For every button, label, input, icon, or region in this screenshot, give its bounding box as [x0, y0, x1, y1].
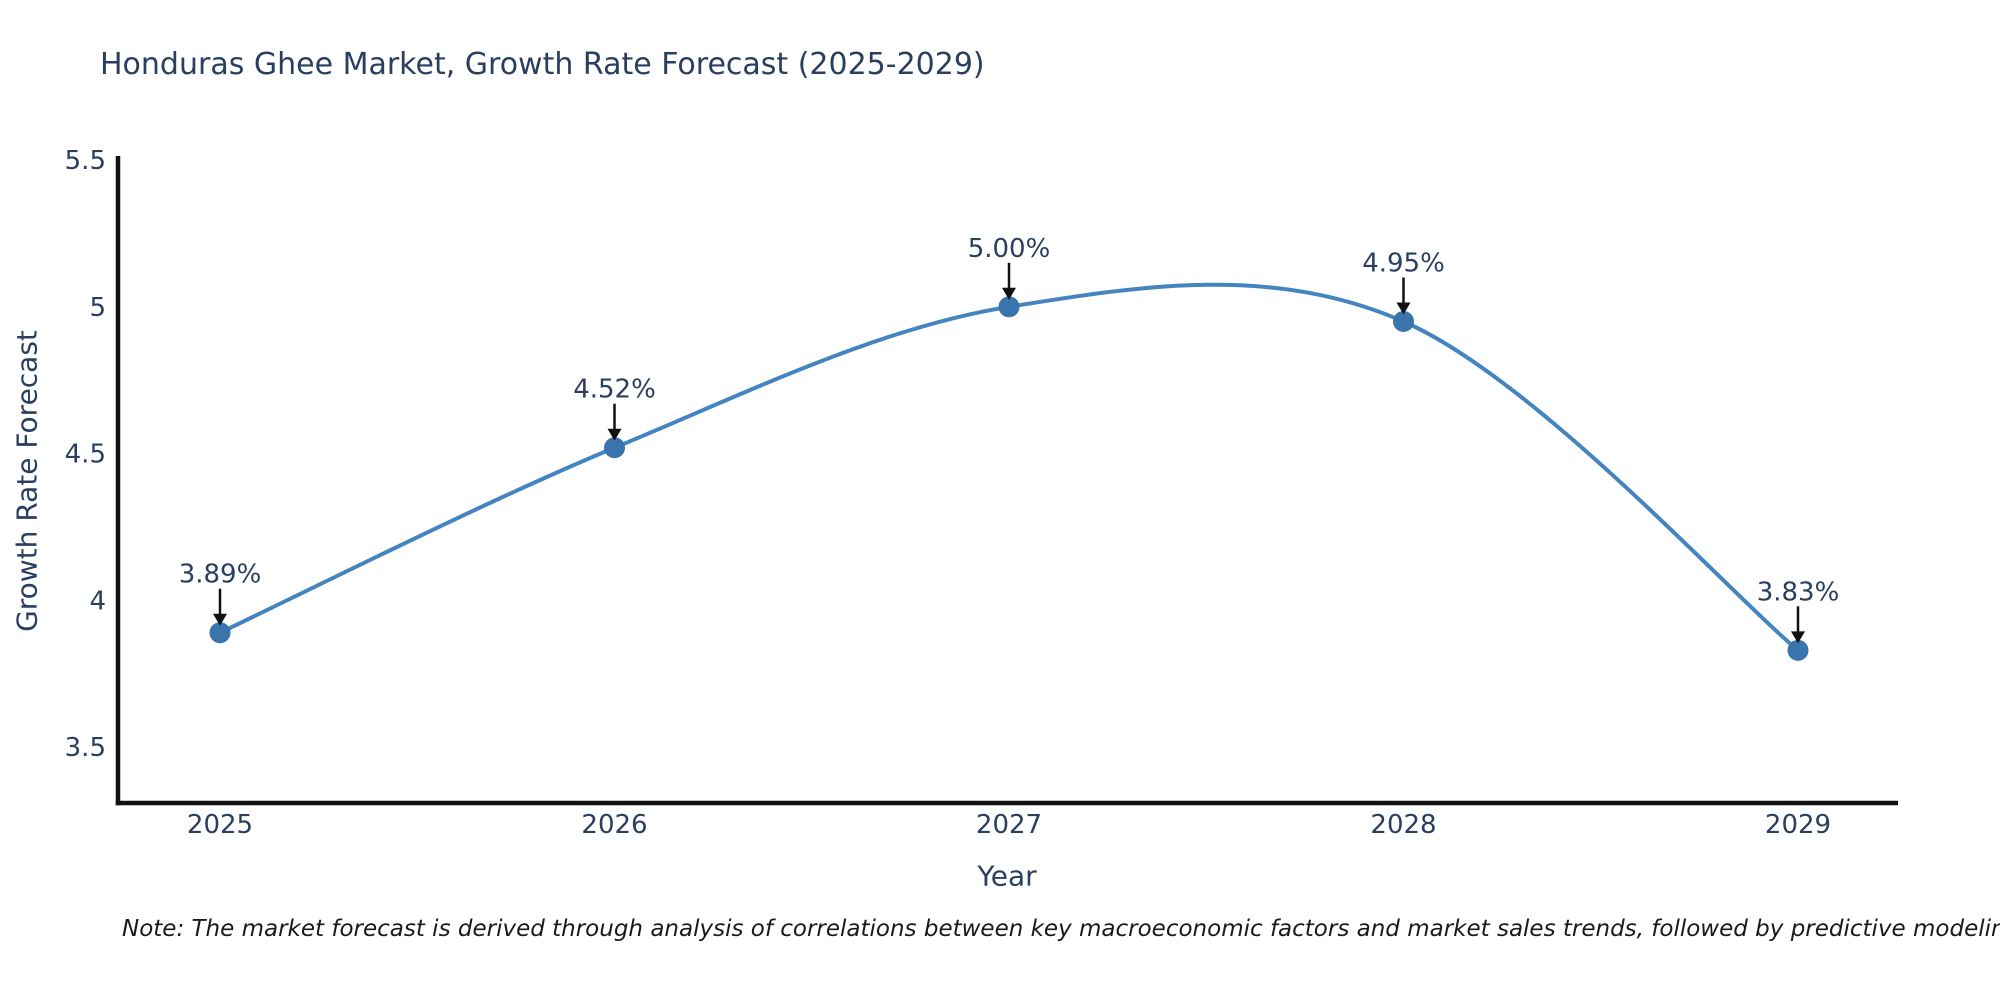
data-point-marker	[1393, 310, 1414, 332]
data-point-marker	[209, 622, 231, 644]
x-tick-label: 2029	[1765, 810, 1831, 840]
annotation-arrowhead	[213, 613, 227, 626]
y-tick-label: 3.5	[65, 733, 106, 763]
y-tick-label: 4.5	[65, 440, 106, 470]
y-tick-label: 4	[89, 586, 106, 616]
x-tick-label: 2027	[976, 810, 1042, 840]
x-tick-label: 2025	[187, 810, 253, 840]
x-axis-title: Year	[977, 859, 1037, 893]
data-point-marker	[604, 437, 625, 459]
annotation-arrowhead	[607, 428, 622, 441]
chart-title: Honduras Ghee Market, Growth Rate Foreca…	[100, 47, 985, 82]
annotation-label: 3.83%	[1757, 577, 1840, 607]
annotation-label: 4.52%	[573, 375, 656, 405]
annotation-label: 3.89%	[179, 560, 262, 590]
y-tick-label: 5.5	[65, 146, 106, 176]
x-tick-label: 2026	[581, 810, 647, 840]
series-line	[218, 282, 1800, 653]
x-tick-label: 2028	[1370, 810, 1436, 840]
y-tick-label: 5	[89, 293, 106, 323]
annotation-label: 5.00%	[968, 234, 1051, 264]
annotation-arrowhead	[1791, 631, 1805, 644]
data-point-marker	[1787, 639, 1809, 661]
annotation-arrowhead	[1396, 302, 1411, 315]
footnote: Note: The market forecast is derived thr…	[122, 916, 2000, 942]
annotation-arrowhead	[1002, 287, 1016, 300]
data-point-marker	[998, 296, 1020, 318]
annotation-label: 4.95%	[1362, 248, 1445, 278]
